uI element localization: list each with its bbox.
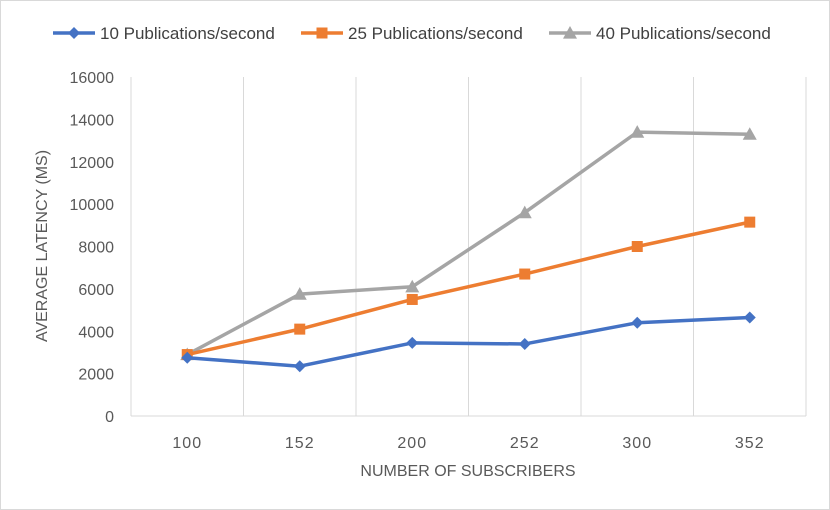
data-point <box>406 293 418 305</box>
data-point <box>517 205 532 219</box>
legend-marker <box>68 27 80 39</box>
y-tick-label: 10000 <box>70 197 115 214</box>
series-line <box>186 220 751 357</box>
data-point <box>293 360 306 373</box>
data-point <box>631 316 644 329</box>
y-tick-label: 2000 <box>78 367 114 384</box>
data-point <box>518 337 531 350</box>
data-point <box>743 311 756 324</box>
legend-marker <box>316 27 328 39</box>
y-tick-label: 16000 <box>70 70 115 87</box>
data-point <box>181 351 194 364</box>
x-tick-label: 252 <box>510 435 540 452</box>
data-point <box>630 125 645 138</box>
x-tick-label: 152 <box>285 435 315 452</box>
y-tick-label: 4000 <box>78 324 114 341</box>
series-group <box>181 311 756 373</box>
x-tick-label: 352 <box>735 435 765 452</box>
y-tick-label: 0 <box>105 409 114 426</box>
x-tick-label: 100 <box>172 435 202 452</box>
y-tick-label: 6000 <box>78 282 114 299</box>
legend-label: 40 Publications/second <box>596 24 771 43</box>
data-point <box>294 323 306 335</box>
legend: 10 Publications/second 25 Publications/se… <box>53 24 771 43</box>
y-axis-title: AVERAGE LATENCY (MS) <box>34 150 51 342</box>
legend-item: 25 Publications/second <box>301 24 523 43</box>
x-axis-title: NUMBER OF SUBSCRIBERS <box>360 463 575 480</box>
gridlines <box>130 77 807 416</box>
x-tick-label: 300 <box>622 435 652 452</box>
data-point <box>406 336 419 349</box>
legend-item: 10 Publications/second <box>53 24 275 43</box>
legend-item: 40 Publications/second <box>549 24 771 43</box>
series-line <box>187 315 750 368</box>
legend-label: 25 Publications/second <box>348 24 523 43</box>
data-point <box>405 279 420 293</box>
data-point <box>742 127 757 140</box>
axes: 0 2000 4000 6000 8000 10000 12000 14000 16000 100… <box>70 70 806 452</box>
legend-marker <box>563 26 577 39</box>
y-tick-label: 14000 <box>70 112 115 129</box>
data-point <box>744 216 756 228</box>
series-line <box>186 130 750 357</box>
data-point <box>519 268 531 280</box>
legend-label: 10 Publications/second <box>100 24 275 43</box>
data-point <box>292 287 307 300</box>
y-tick-label: 8000 <box>78 240 114 257</box>
x-tick-label: 200 <box>397 435 427 452</box>
data-point <box>631 241 643 252</box>
y-tick-label: 12000 <box>70 155 115 172</box>
series-layer <box>180 125 757 373</box>
